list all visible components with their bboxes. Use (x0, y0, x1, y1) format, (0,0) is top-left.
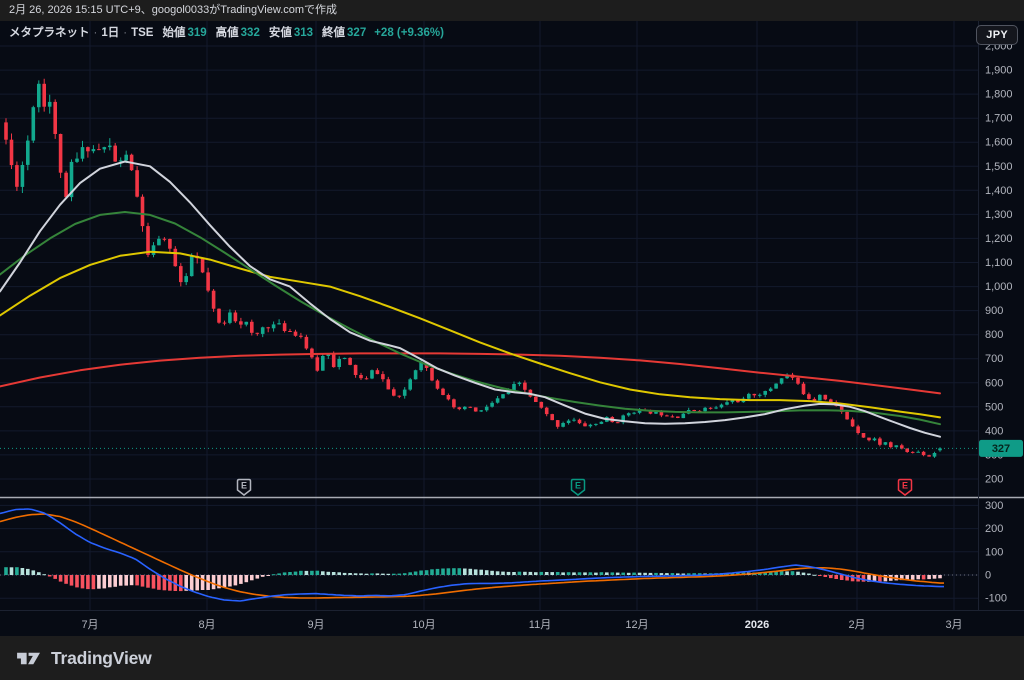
earnings-shield-icon: E (236, 478, 252, 496)
svg-text:2026: 2026 (745, 619, 769, 631)
svg-text:1,700: 1,700 (985, 113, 1013, 125)
svg-text:600: 600 (985, 377, 1003, 389)
svg-text:E: E (902, 481, 908, 491)
svg-text:0: 0 (985, 570, 991, 582)
macd-histogram (4, 567, 942, 592)
svg-text:2月: 2月 (848, 619, 865, 631)
low-value: 313 (293, 27, 314, 39)
svg-text:1,000: 1,000 (985, 281, 1013, 293)
macd-signal-line (0, 513, 944, 599)
symbol-name[interactable]: メタプラネット (9, 27, 90, 39)
earnings-marker[interactable]: E (570, 478, 586, 497)
last-price-label: 327 (979, 439, 1023, 457)
footer-bar: TradingView (0, 636, 1024, 680)
change-value: +28 (+9.36%) (374, 27, 444, 39)
open-label: 始値 (162, 27, 186, 39)
macd-main-line (0, 508, 944, 602)
svg-text:400: 400 (985, 425, 1003, 437)
legend-separator: · (123, 27, 128, 39)
chart-legend[interactable]: メタプラネット · 1日 · TSE 始値 319 高値 332 安値 313 終値 327 +28 (+… (9, 27, 444, 40)
svg-text:1,600: 1,600 (985, 137, 1013, 149)
svg-text:1,200: 1,200 (985, 233, 1013, 245)
earnings-marker[interactable]: E (897, 478, 913, 497)
macd-lines (0, 508, 944, 602)
svg-text:1,500: 1,500 (985, 161, 1013, 173)
price-axis[interactable]: 2,0001,9001,8001,7001,6001,5001,4001,300… (985, 41, 1013, 605)
svg-text:11月: 11月 (529, 619, 551, 631)
svg-text:7月: 7月 (81, 619, 98, 631)
svg-text:200: 200 (985, 474, 1003, 486)
svg-text:12月: 12月 (625, 619, 648, 631)
svg-text:200: 200 (985, 523, 1003, 535)
svg-text:3月: 3月 (945, 619, 962, 631)
svg-text:100: 100 (985, 546, 1003, 558)
attribution-bar: 2月 26, 2026 15:15 UTC+9、googol0033がTradi… (0, 0, 1024, 21)
ma-slow-yellow (0, 250, 941, 419)
tradingview-logo[interactable]: TradingView (16, 648, 152, 669)
tradingview-logo-icon (17, 652, 40, 664)
svg-text:700: 700 (985, 353, 1003, 365)
close-value: 327 (347, 27, 367, 39)
open-value: 319 (187, 27, 207, 39)
tradingview-wordmark: TradingView (51, 647, 152, 668)
svg-text:500: 500 (985, 401, 1003, 413)
time-axis[interactable]: 7月 8月 9月 10月 11月 12月 2026 2月 3月 (81, 619, 962, 631)
attribution-text: 2月 26, 2026 15:15 UTC+9、googol0033がTradi… (9, 4, 338, 16)
svg-text:10月: 10月 (412, 619, 435, 631)
timeframe-label[interactable]: 1日 (101, 27, 120, 39)
earnings-shield-icon: E (897, 478, 913, 496)
svg-text:1,400: 1,400 (985, 185, 1013, 197)
grid-lines (0, 21, 978, 610)
svg-text:1,100: 1,100 (985, 257, 1013, 269)
svg-text:9月: 9月 (307, 619, 324, 631)
low-label: 安値 (268, 27, 292, 39)
close-label: 終値 (322, 27, 346, 39)
svg-text:1,800: 1,800 (985, 89, 1013, 101)
high-label: 高値 (215, 27, 239, 39)
svg-text:1,900: 1,900 (985, 65, 1013, 77)
earnings-shield-icon: E (570, 478, 586, 496)
ma-fast-white (0, 160, 941, 438)
svg-text:E: E (241, 481, 247, 491)
ma-medium-green (0, 211, 941, 426)
ma-long-red (0, 352, 941, 395)
moving-average-lines (0, 160, 941, 438)
earnings-marker[interactable]: E (236, 478, 252, 497)
svg-text:-100: -100 (985, 593, 1007, 605)
svg-text:8月: 8月 (198, 619, 215, 631)
currency-toggle-button[interactable]: JPY (976, 25, 1018, 45)
svg-text:327: 327 (992, 443, 1010, 455)
candlestick-series (4, 78, 942, 458)
legend-separator: · (93, 27, 98, 39)
high-value: 332 (240, 27, 260, 39)
price-chart[interactable]: 2,0001,9001,8001,7001,6001,5001,4001,300… (0, 21, 1024, 636)
svg-text:900: 900 (985, 305, 1003, 317)
exchange-label: TSE (131, 27, 154, 39)
svg-text:300: 300 (985, 500, 1003, 512)
svg-text:E: E (575, 481, 581, 491)
svg-text:800: 800 (985, 329, 1003, 341)
svg-text:1,300: 1,300 (985, 209, 1013, 221)
